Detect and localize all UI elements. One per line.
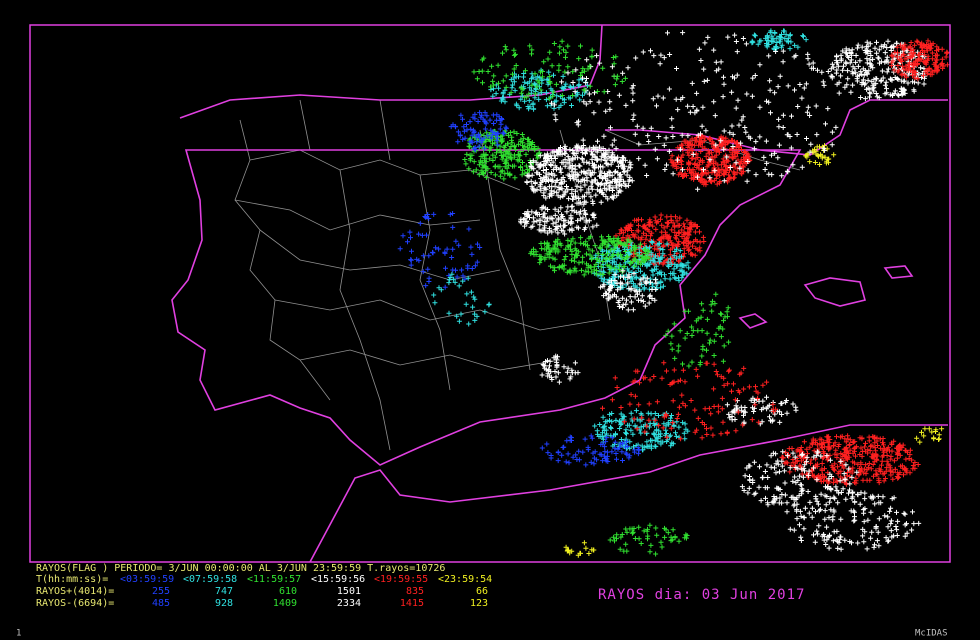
time-interval: <07:59:58 [183,574,237,585]
strike-count: 2334 [337,598,361,609]
strike-cluster [549,30,842,192]
strike-count: 1415 [400,598,424,609]
strike-cluster [539,353,581,385]
strike-count: 485 [152,598,170,609]
strike-count: 1409 [273,598,297,609]
strike-count: 928 [215,598,233,609]
strike-cluster [598,268,659,313]
header-line: RAYOS(FLAG ) PERIODO= 3/JUN 00:00:00 AL … [36,563,445,574]
frame-number: 1 [16,629,21,639]
software-label: McIDAS [915,629,948,639]
strike-count: 747 [215,586,233,597]
strike-count: 835 [406,586,424,597]
strike-count: 610 [279,586,297,597]
strike-cluster [397,211,483,290]
strike-cluster [528,234,652,278]
strike-cluster [448,110,509,153]
time-interval: <19:59:55 [374,574,428,585]
strike-cluster [914,426,945,445]
time-interval: <03:59:59 [120,574,174,585]
row-label: RAYOS+(4014)= [36,586,114,597]
lightning-strikes [397,28,951,558]
strike-cluster [889,38,951,82]
time-interval: <23:59:54 [438,574,492,585]
strike-cluster [663,291,732,369]
strike-cluster [539,433,642,468]
strike-count: 255 [152,586,170,597]
strike-cluster [600,360,779,442]
strike-cluster [518,203,600,237]
strike-cluster [471,38,628,102]
strike-cluster [779,433,921,487]
strike-count: 66 [476,586,488,597]
strike-cluster [431,271,492,327]
strike-cluster [524,143,635,207]
strike-cluster [784,488,922,552]
strike-cluster [592,408,691,453]
strike-count: 1501 [337,586,361,597]
time-interval: <11:59:57 [247,574,301,585]
strike-cluster [563,540,597,558]
map-title: RAYOS dia: 03 Jun 2017 [598,587,805,603]
coastline [171,24,948,563]
strike-cluster [749,28,809,52]
row-label: RAYOS-(6694)= [36,598,114,609]
strike-cluster [668,133,753,188]
time-interval: <15:59:56 [311,574,365,585]
strike-cluster [607,522,690,557]
strike-cluster [724,394,799,427]
strike-count: 123 [470,598,488,609]
frame [29,24,951,563]
strike-cluster [739,449,860,511]
time-label: T(hh:mm:ss)= [36,574,108,585]
